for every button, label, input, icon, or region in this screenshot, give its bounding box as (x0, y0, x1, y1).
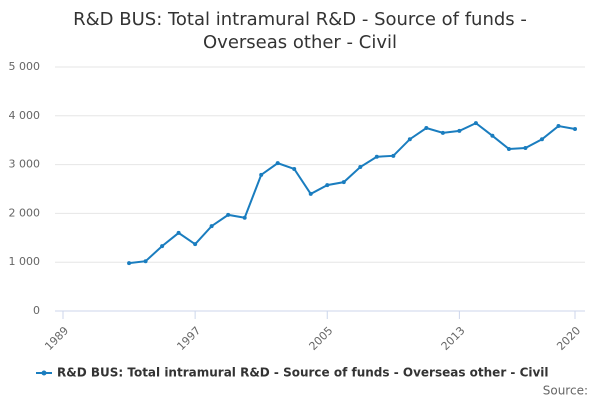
series-line (128, 121, 576, 265)
point (391, 153, 396, 158)
x-tick-label: 1989 (42, 324, 71, 353)
point (242, 215, 247, 220)
legend-label: R&D BUS: Total intramural R&D - Source o… (57, 366, 549, 380)
point (457, 128, 462, 133)
point (440, 130, 445, 135)
point (160, 244, 165, 249)
y-tick-label: 3 000 (9, 158, 41, 171)
x-tick-label: 2013 (439, 324, 468, 353)
point (292, 166, 297, 171)
point (143, 259, 148, 264)
point (473, 121, 478, 126)
point (358, 165, 363, 170)
y-tick-label: 5 000 (9, 60, 41, 73)
point (341, 180, 346, 185)
point (374, 154, 379, 159)
point (193, 242, 198, 247)
x-tick-label: 1997 (174, 324, 203, 353)
x-tick-label: 2005 (307, 324, 336, 353)
point (308, 191, 313, 196)
point (424, 126, 429, 130)
point (506, 146, 511, 151)
point (325, 183, 330, 188)
point (259, 172, 264, 177)
point (176, 230, 181, 235)
x-tick-label: 2020 (554, 324, 583, 353)
y-tick-label: 0 (33, 304, 40, 317)
y-tick-label: 2 000 (9, 206, 41, 219)
point (573, 126, 577, 131)
point (556, 124, 561, 129)
point (275, 161, 280, 166)
point (226, 212, 231, 217)
point (127, 261, 132, 266)
point (209, 224, 214, 229)
point (523, 146, 528, 151)
point (490, 133, 495, 138)
y-tick-label: 1 000 (9, 255, 41, 268)
point (539, 137, 544, 142)
source: Source: (543, 384, 588, 398)
point (407, 137, 412, 142)
y-tick-label: 4 000 (9, 109, 41, 122)
chart-title: R&D BUS: Total intramural R&D - Source o… (73, 9, 527, 53)
legend-marker (41, 370, 47, 376)
